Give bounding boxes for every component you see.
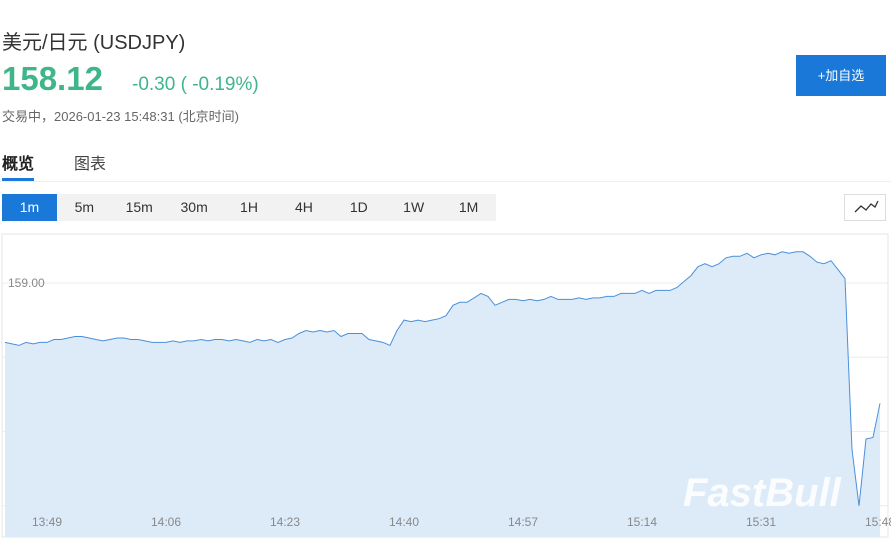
interval-button[interactable]: 4H [294, 199, 313, 215]
interval-button[interactable]: 15m [125, 199, 153, 215]
divider [0, 181, 891, 182]
watermark: FastBull [683, 471, 842, 515]
add-watchlist-button[interactable]: +加自选 [796, 55, 886, 96]
x-tick-label: 14:23 [270, 515, 300, 529]
chart-type-button[interactable] [844, 194, 886, 221]
interval-button[interactable]: 30m [180, 199, 208, 215]
interval-button[interactable]: 5m [74, 199, 95, 215]
y-tick-label: 159.00 [8, 276, 45, 290]
status: 交易中，2026-01-23 15:48:31 (北京时间) [2, 109, 239, 124]
interval-button[interactable]: 1W [403, 199, 425, 215]
change: -0.30 ( -0.19%) [132, 74, 259, 95]
interval-button[interactable]: 1H [240, 199, 258, 215]
title: 美元/日元 (USDJPY) [2, 32, 186, 54]
tab[interactable]: 概览 [2, 156, 35, 173]
x-tick-label: 14:40 [389, 515, 419, 529]
area-fill [5, 251, 880, 538]
interval-button[interactable]: 1D [349, 199, 368, 215]
x-tick-label: 14:57 [508, 515, 538, 529]
interval-button[interactable]: 1M [458, 199, 479, 215]
x-tick-label: 15:14 [627, 515, 657, 529]
x-tick-label: 13:49 [32, 515, 62, 529]
price-line [4, 251, 881, 506]
interval-bar: 1m 5m 15m 30m 1H 4H 1D 1W 1M [2, 194, 496, 221]
tab-underline [2, 178, 34, 181]
price: 158.12 [2, 60, 103, 97]
x-tick-label: 15:48 [865, 515, 891, 529]
interval-button[interactable]: 1m [2, 194, 57, 221]
tab[interactable]: 图表 [74, 156, 107, 173]
x-tick-label: 15:31 [746, 515, 776, 529]
chart: 157.50158.00158.50159.0013:4914:0614:231… [1, 233, 891, 538]
icon [854, 200, 879, 213]
x-tick-label: 14:06 [151, 515, 181, 529]
